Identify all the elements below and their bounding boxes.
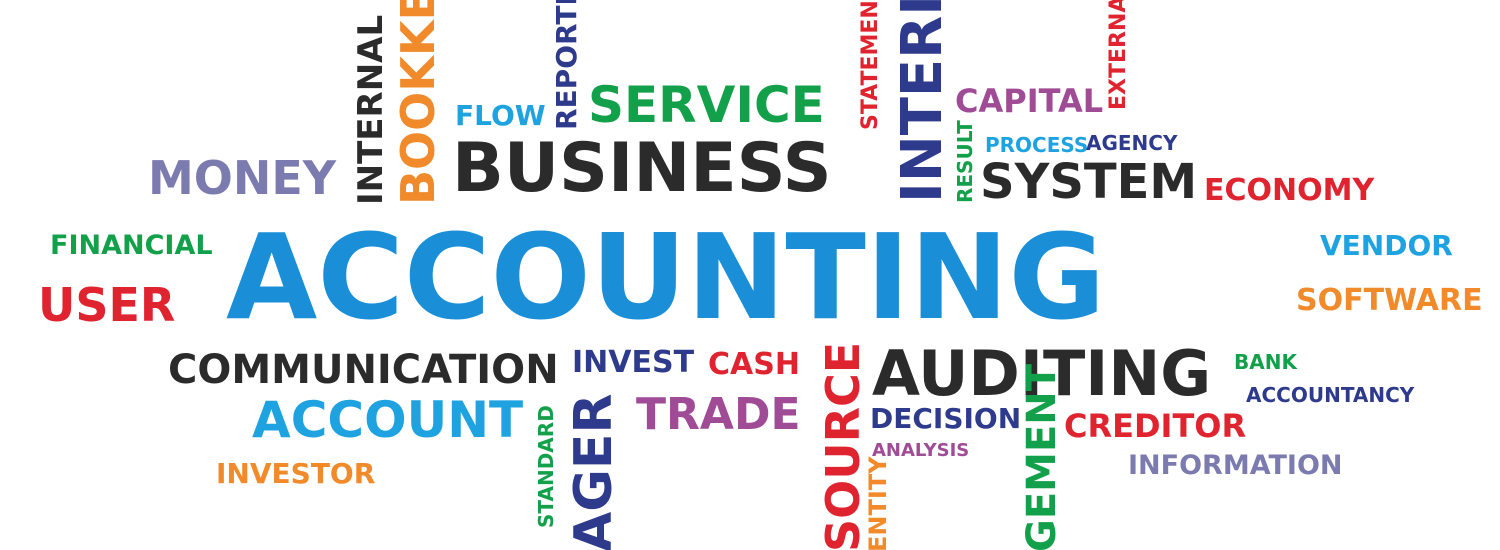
word-decision: DECISION: [870, 402, 1022, 435]
word-ager: AGER: [564, 393, 624, 550]
word-externa: EXTERNA: [1106, 0, 1131, 110]
word-accounting: ACCOUNTING: [226, 208, 1106, 346]
word-analysis: ANALYSIS: [872, 440, 970, 461]
word-trade: TRADE: [636, 389, 801, 440]
word-bookke: BOOKKE: [391, 0, 445, 205]
word-internal: INTERNAL: [351, 14, 391, 205]
word-capital: CAPITAL: [955, 82, 1104, 120]
word-cash: CASH: [708, 347, 800, 382]
word-financial: FINANCIAL: [50, 230, 213, 261]
word-investor: INVESTOR: [216, 457, 376, 490]
word-agency: AGENCY: [1086, 131, 1178, 155]
word-reporti: REPORTI: [550, 0, 583, 130]
word-bank: BANK: [1234, 350, 1297, 374]
word-invest: INVEST: [572, 345, 695, 380]
word-statement: STATEMENT: [858, 0, 883, 130]
word-information: INFORMATION: [1128, 450, 1343, 481]
word-service: SERVICE: [588, 76, 825, 134]
word-process: PROCESS: [985, 133, 1089, 157]
word-account: ACCOUNT: [252, 391, 524, 449]
word-interi: INTERI: [890, 0, 955, 203]
word-result: RESULT: [953, 120, 977, 203]
word-entity: ENTITY: [864, 456, 892, 550]
word-money: MONEY: [148, 151, 337, 205]
word-vendor: VENDOR: [1320, 229, 1453, 262]
word-gement: GEMENT: [1019, 363, 1065, 550]
word-accountancy: ACCOUNTANCY: [1246, 383, 1415, 407]
word-source: SOURCE: [816, 341, 870, 550]
word-business: BUSINESS: [452, 129, 832, 208]
word-standard: STANDARD: [534, 405, 558, 528]
word-creditor: CREDITOR: [1064, 407, 1247, 445]
word-auditing: AUDITING: [872, 337, 1212, 410]
word-communication: COMMUNICATION: [168, 347, 559, 393]
word-software: SOFTWARE: [1296, 283, 1483, 318]
word-system: SYSTEM: [980, 154, 1198, 210]
word-flow: FLOW: [455, 99, 546, 132]
word-economy: ECONOMY: [1204, 173, 1375, 208]
word-user: USER: [38, 278, 176, 332]
